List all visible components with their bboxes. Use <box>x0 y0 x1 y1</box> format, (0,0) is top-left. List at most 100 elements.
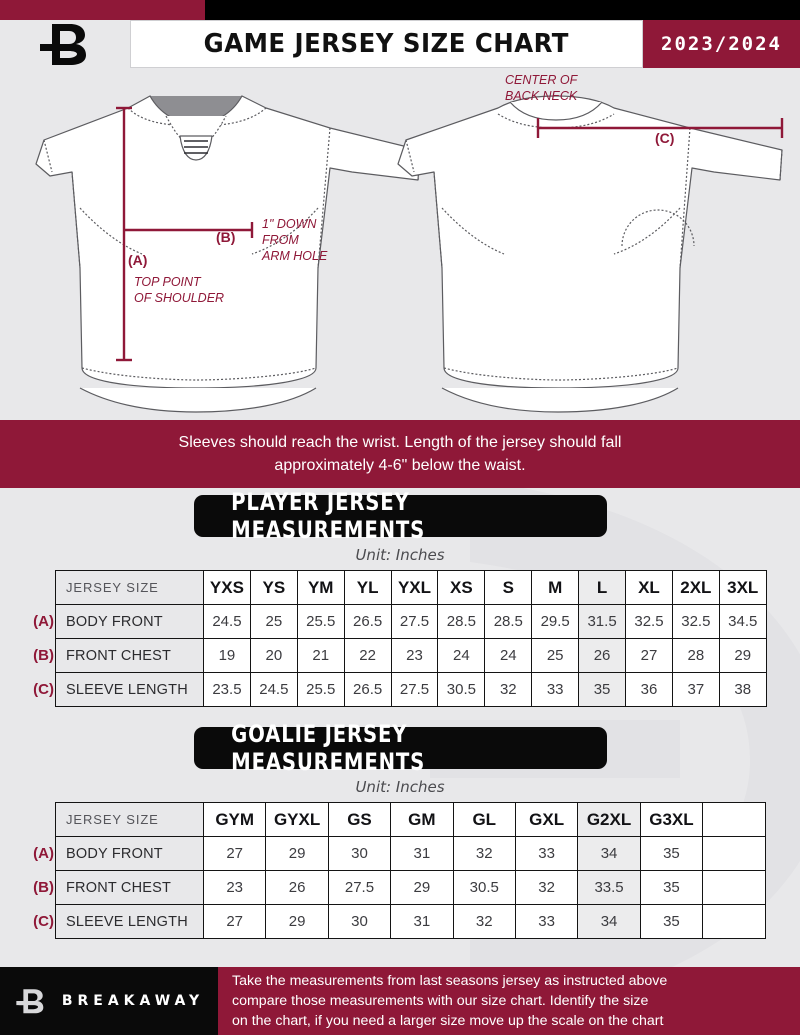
player-row-label: SLEEVE LENGTH <box>55 672 204 707</box>
diagram-label-c: (C) <box>655 130 674 146</box>
goalie-column-header-gl: GL <box>452 802 516 837</box>
jersey-front-illustration <box>35 95 421 413</box>
player-cell: 26.5 <box>343 672 392 707</box>
player-row-label: BODY FRONT <box>55 604 204 639</box>
goalie-row-label: SLEEVE LENGTH <box>55 904 204 939</box>
goalie-row-tag-c: (C) <box>33 913 54 930</box>
goalie-cell: 34 <box>577 836 641 871</box>
diagram-note-b-line2: FROM <box>262 233 299 247</box>
diagram-note-b-line1: 1" DOWN <box>262 217 317 231</box>
goalie-table-wrap: JERSEY SIZE GYM GYXL GS GM GL GXL G2XL G3XL BODY… <box>0 802 800 939</box>
jersey-back-illustration <box>397 95 783 413</box>
goalie-cell-empty <box>702 870 767 905</box>
player-column-header-xs: XS <box>437 570 486 605</box>
goalie-cell: 29 <box>265 904 329 939</box>
goalie-cell: 30.5 <box>452 870 516 905</box>
goalie-cell: 35 <box>639 904 704 939</box>
goalie-column-header-gs: GS <box>327 802 392 837</box>
footer-brand-name: BREAKAWAY <box>61 993 205 1009</box>
goalie-cell: 30 <box>327 904 392 939</box>
top-strip-burgundy <box>0 0 205 20</box>
table-row: FRONT CHEST 23 26 27.5 29 30.5 32 33.5 35 <box>55 870 767 905</box>
diagram-note-c-line2: BACK NECK <box>505 89 578 103</box>
goalie-cell: 31 <box>390 836 454 871</box>
goalie-column-header-gym: GYM <box>202 802 267 837</box>
player-cell: 23.5 <box>203 672 251 707</box>
player-column-header-l: L <box>578 570 627 605</box>
page-footer: BREAKAWAY Take the measurements from las… <box>0 967 800 1035</box>
footer-instructions: Take the measurements from last seasons … <box>218 967 800 1035</box>
player-cell: 20 <box>249 638 298 673</box>
player-column-header-yxs: YXS <box>203 570 251 605</box>
diagram-note-a-line1: TOP POINT <box>134 275 202 289</box>
player-column-header-ym: YM <box>296 570 345 605</box>
goalie-measurements-section: GOALIE JERSEY MEASUREMENTS Unit: Inches … <box>0 720 800 939</box>
goalie-column-header-g3xl: G3XL <box>639 802 704 837</box>
goalie-cell: 26 <box>265 870 329 905</box>
player-cell: 24 <box>484 638 533 673</box>
player-cell: 31.5 <box>578 604 627 639</box>
header-logo <box>0 20 130 68</box>
measurement-lines <box>116 106 784 362</box>
diagram-label-b: (B) <box>216 229 235 245</box>
footer-instruction-line2: compare those measurements with our size… <box>232 992 649 1009</box>
goalie-section-banner-text: GOALIE JERSEY MEASUREMENTS <box>230 720 425 776</box>
goalie-cell: 35 <box>639 836 704 871</box>
fit-note-band: Sleeves should reach the wrist. Length o… <box>0 420 800 488</box>
player-cell: 28.5 <box>437 604 486 639</box>
player-column-header-xl: XL <box>625 570 673 605</box>
player-column-header-yxl: YXL <box>390 570 439 605</box>
table-row: SLEEVE LENGTH 27 29 30 31 32 33 34 35 <box>55 904 767 939</box>
player-section-banner: PLAYER JERSEY MEASUREMENTS <box>193 488 607 544</box>
player-column-header-yl: YL <box>343 570 392 605</box>
player-cell: 26 <box>578 638 627 673</box>
player-cell: 28.5 <box>484 604 533 639</box>
goalie-cell: 33 <box>514 836 579 871</box>
player-cell: 25.5 <box>296 672 345 707</box>
table-row: BODY FRONT 24.5 25 25.5 26.5 27.5 28.5 28.5 29.5… <box>55 604 767 639</box>
goalie-cell: 27 <box>202 904 267 939</box>
goalie-cell: 35 <box>639 870 704 905</box>
page-title-text: GAME JERSEY SIZE CHART <box>203 29 570 59</box>
goalie-column-header-gm: GM <box>390 802 454 837</box>
player-cell: 35 <box>578 672 627 707</box>
player-unit-label: Unit: Inches <box>355 546 445 564</box>
fit-note-line1: Sleeves should reach the wrist. Length o… <box>178 433 622 451</box>
goalie-column-header-empty <box>702 802 767 837</box>
diagram-note-b-line3: ARM HOLE <box>261 249 328 263</box>
player-row-tag-c: (C) <box>33 681 54 698</box>
player-cell: 22 <box>343 638 392 673</box>
season-badge-text: 2023/2024 <box>661 33 782 55</box>
player-cell: 23 <box>390 638 439 673</box>
player-cell: 32.5 <box>625 604 673 639</box>
table-row: FRONT CHEST 19 20 21 22 23 24 24 25 26 27 28 29 <box>55 638 767 673</box>
goalie-cell: 34 <box>577 904 641 939</box>
player-table-head: JERSEY SIZE YXS YS YM YL YXL XS S M L XL 2XL 3XL <box>55 570 767 605</box>
table-row: BODY FRONT 27 29 30 31 32 33 34 35 <box>55 836 767 871</box>
player-row-label: FRONT CHEST <box>55 638 204 673</box>
player-column-header-m: M <box>531 570 580 605</box>
player-cell: 27 <box>625 638 673 673</box>
goalie-row-label: BODY FRONT <box>55 836 204 871</box>
footer-instruction-line3: on the chart, if you need a larger size … <box>232 1013 664 1030</box>
footer-instruction-line1: Take the measurements from last seasons … <box>232 972 668 989</box>
goalie-size-table: JERSEY SIZE GYM GYXL GS GM GL GXL G2XL G3XL BODY… <box>55 802 767 939</box>
goalie-cell: 31 <box>390 904 454 939</box>
goalie-table-body: BODY FRONT 27 29 30 31 32 33 34 35 FRONT CHEST 23 2… <box>55 836 767 939</box>
goalie-cell-empty <box>702 904 767 939</box>
player-cell: 29 <box>718 638 767 673</box>
player-cell: 30.5 <box>437 672 486 707</box>
goalie-row-tag-b: (B) <box>33 879 54 896</box>
player-cell: 26.5 <box>343 604 392 639</box>
player-size-table: JERSEY SIZE YXS YS YM YL YXL XS S M L XL 2XL 3XL BOD… <box>55 570 767 707</box>
breakaway-b-logo-icon <box>16 989 44 1014</box>
player-cell: 25 <box>531 638 580 673</box>
player-cell: 34.5 <box>718 604 767 639</box>
player-cell: 25 <box>249 604 298 639</box>
goalie-cell: 32 <box>452 904 516 939</box>
goalie-size-header: JERSEY SIZE <box>55 802 204 837</box>
goalie-cell: 33 <box>514 904 579 939</box>
player-cell: 32.5 <box>671 604 720 639</box>
player-cell: 24.5 <box>203 604 251 639</box>
player-cell: 28 <box>671 638 720 673</box>
